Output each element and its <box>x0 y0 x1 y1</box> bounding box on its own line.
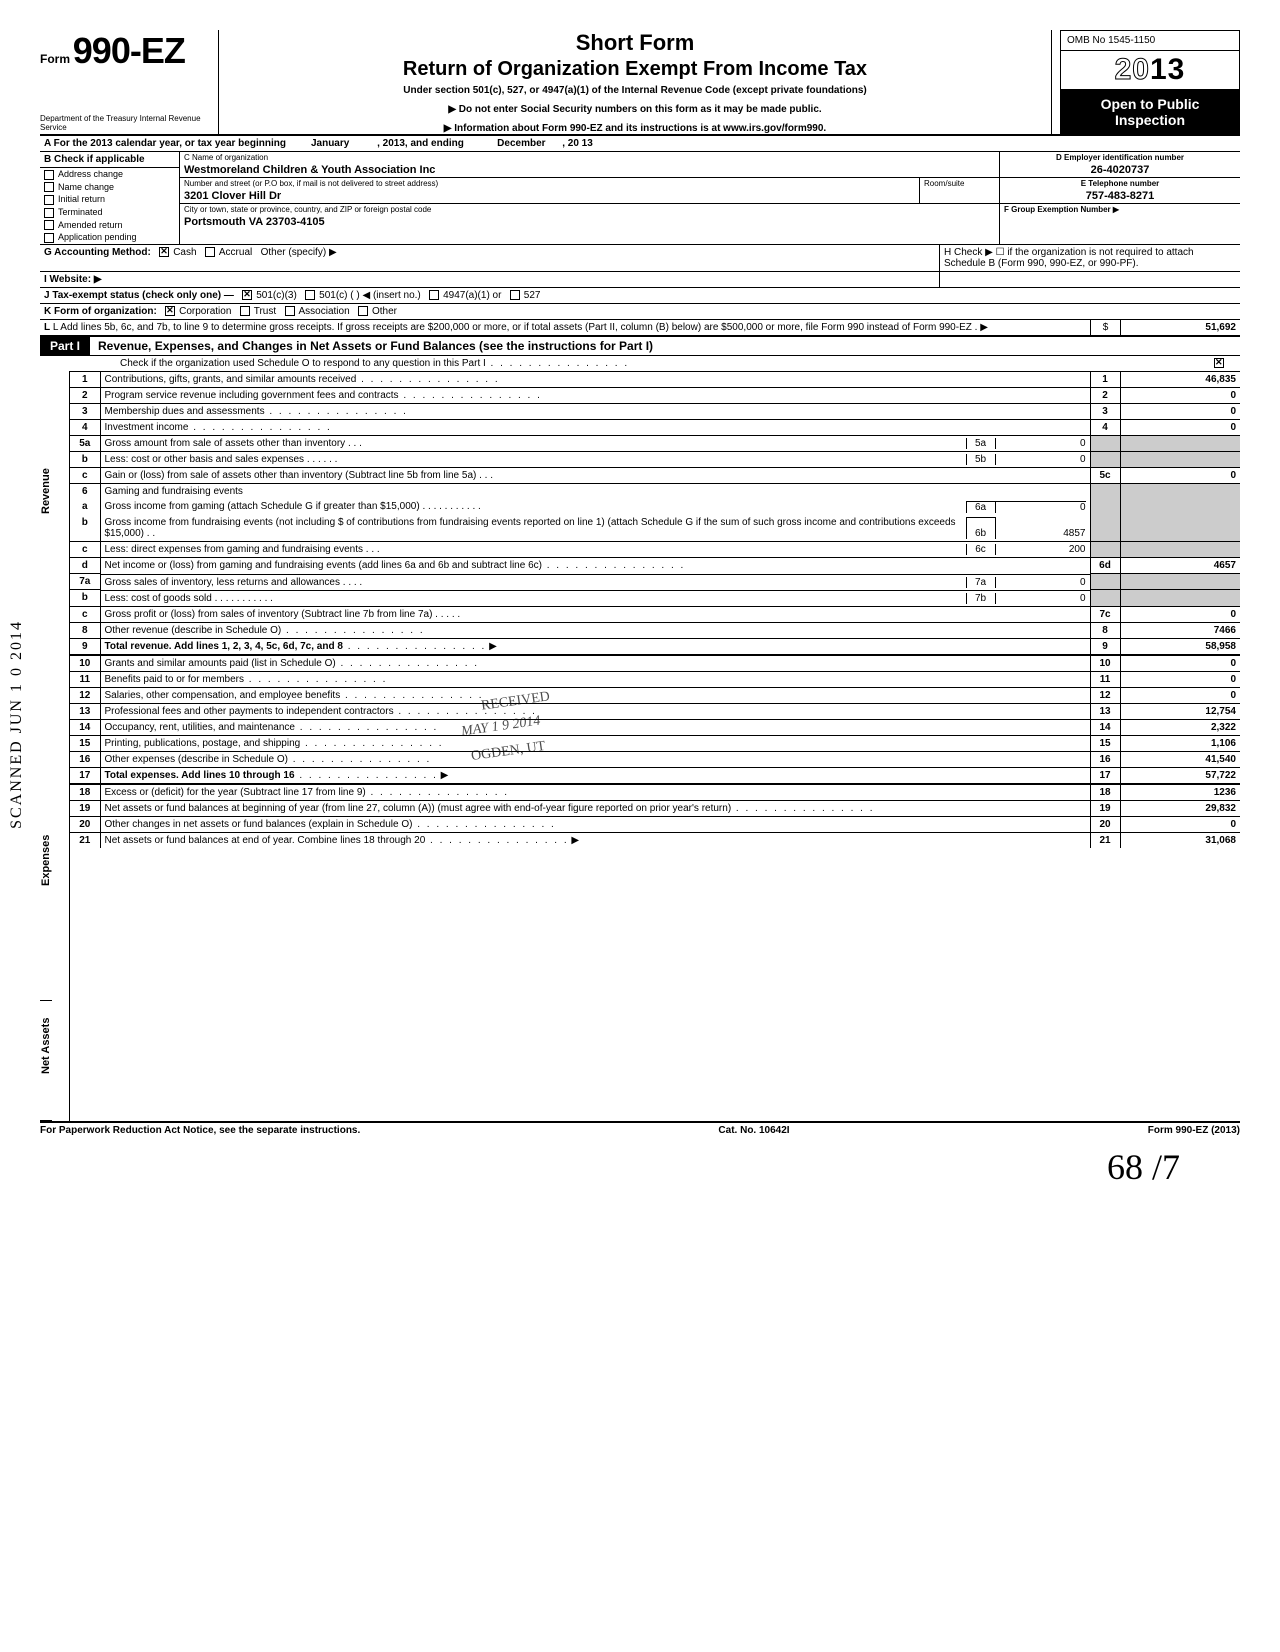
chk-527[interactable] <box>510 290 520 300</box>
table-row: 11Benefits paid to or for members110 <box>70 671 1240 687</box>
line-k: K Form of organization: Corporation Trus… <box>40 303 1240 319</box>
line-j: J Tax-exempt status (check only one) — 5… <box>40 287 1240 303</box>
table-row: 14Occupancy, rent, utilities, and mainte… <box>70 719 1240 735</box>
phone: 757-483-8271 <box>1004 188 1236 202</box>
table-row: 12Salaries, other compensation, and empl… <box>70 687 1240 703</box>
table-row: cGain or (loss) from sale of assets othe… <box>70 468 1240 484</box>
table-row: 3Membership dues and assessments30 <box>70 403 1240 419</box>
table-row: 16Other expenses (describe in Schedule O… <box>70 751 1240 767</box>
table-row: cGross profit or (loss) from sales of in… <box>70 606 1240 622</box>
table-row: 8Other revenue (describe in Schedule O)8… <box>70 622 1240 638</box>
line-i: I Website: ▶ <box>40 271 1240 287</box>
form-ref: Form 990-EZ (2013) <box>1148 1125 1240 1136</box>
c-label: C Name of organization <box>184 153 995 162</box>
cat-no: Cat. No. 10642I <box>718 1125 789 1136</box>
chk-trust[interactable] <box>240 306 250 316</box>
table-row: bLess: cost or other basis and sales exp… <box>70 451 1240 468</box>
table-row: 2Program service revenue including gover… <box>70 387 1240 403</box>
instruction-2: ▶ Information about Form 990-EZ and its … <box>227 123 1043 134</box>
chk-assoc[interactable] <box>285 306 295 316</box>
table-row: aGross income from gaming (attach Schedu… <box>70 499 1240 515</box>
table-row: dNet income or (loss) from gaming and fu… <box>70 558 1240 574</box>
chk-501c[interactable] <box>305 290 315 300</box>
chk-4947[interactable] <box>429 290 439 300</box>
table-row: 18Excess or (deficit) for the year (Subt… <box>70 784 1240 801</box>
form-header: Form 990-EZ Department of the Treasury I… <box>40 30 1240 134</box>
table-row: 13Professional fees and other payments t… <box>70 703 1240 719</box>
table-row: cLess: direct expenses from gaming and f… <box>70 541 1240 558</box>
table-row: 4Investment income40 <box>70 419 1240 435</box>
table-row: 10Grants and similar amounts paid (list … <box>70 655 1240 672</box>
table-row: 1Contributions, gifts, grants, and simil… <box>70 371 1240 387</box>
net-assets-label: Net Assets <box>40 1001 52 1121</box>
scanned-stamp: SCANNED JUN 1 0 2014 <box>8 620 26 829</box>
chk-app-pending[interactable] <box>44 233 54 243</box>
org-name: Westmoreland Children & Youth Associatio… <box>184 162 995 176</box>
instruction-1: ▶ Do not enter Social Security numbers o… <box>227 104 1043 115</box>
handwritten-note: 68 /7 <box>40 1146 1240 1188</box>
chk-amended[interactable] <box>44 220 54 230</box>
table-row: 19Net assets or fund balances at beginni… <box>70 800 1240 816</box>
d-label: D Employer identification number <box>1004 153 1236 162</box>
part-1-check: Check if the organization used Schedule … <box>40 355 1240 371</box>
chk-name-change[interactable] <box>44 182 54 192</box>
h-text: H Check ▶ ☐ if the organization is not r… <box>944 247 1194 269</box>
chk-address-change[interactable] <box>44 170 54 180</box>
paperwork-notice: For Paperwork Reduction Act Notice, see … <box>40 1125 360 1136</box>
table-row: 21Net assets or fund balances at end of … <box>70 832 1240 848</box>
chk-501c3[interactable] <box>242 290 252 300</box>
table-row: bLess: cost of goods sold . . . . . . . … <box>70 590 1240 607</box>
revenue-label: Revenue <box>40 371 52 791</box>
part-1-header: Part I Revenue, Expenses, and Changes in… <box>40 335 1240 355</box>
street-label: Number and street (or P.O box, if mail i… <box>184 179 915 188</box>
gross-receipts: 51,692 <box>1120 320 1240 335</box>
city-state-zip: Portsmouth VA 23703-4105 <box>184 214 995 228</box>
chk-terminated[interactable] <box>44 208 54 218</box>
ein: 26-4020737 <box>1004 162 1236 176</box>
main-title: Return of Organization Exempt From Incom… <box>227 58 1043 81</box>
f-label: F Group Exemption Number ▶ <box>1004 205 1236 214</box>
lines-table: 1Contributions, gifts, grants, and simil… <box>70 371 1240 848</box>
b-header: B Check if applicable <box>44 154 145 165</box>
table-row: 5aGross amount from sale of assets other… <box>70 435 1240 451</box>
table-row: 6Gaming and fundraising events <box>70 484 1240 500</box>
room-label: Room/suite <box>924 179 995 188</box>
open-to-public: Open to Public Inspection <box>1060 90 1240 134</box>
city-label: City or town, state or province, country… <box>184 205 995 214</box>
form-number: Form 990-EZ <box>40 30 210 72</box>
footer: For Paperwork Reduction Act Notice, see … <box>40 1121 1240 1136</box>
table-row: 20Other changes in net assets or fund ba… <box>70 816 1240 832</box>
chk-other-org[interactable] <box>358 306 368 316</box>
chk-schedule-o[interactable] <box>1214 358 1224 368</box>
chk-initial-return[interactable] <box>44 195 54 205</box>
line-g-h: G Accounting Method: Cash Accrual Other … <box>40 244 1240 271</box>
table-row: 7aGross sales of inventory, less returns… <box>70 574 1240 590</box>
subtitle: Under section 501(c), 527, or 4947(a)(1)… <box>227 85 1043 96</box>
line-a: A For the 2013 calendar year, or tax yea… <box>40 134 1240 151</box>
chk-corp[interactable] <box>165 306 175 316</box>
short-form-title: Short Form <box>227 30 1043 56</box>
chk-accrual[interactable] <box>205 247 215 257</box>
table-row: 17Total expenses. Add lines 10 through 1… <box>70 767 1240 784</box>
e-label: E Telephone number <box>1004 179 1236 188</box>
dept-label: Department of the Treasury Internal Reve… <box>40 112 210 132</box>
identity-block: B Check if applicable Address change Nam… <box>40 151 1240 244</box>
omb-number: OMB No 1545-1150 <box>1060 30 1240 51</box>
table-row: 15Printing, publications, postage, and s… <box>70 735 1240 751</box>
expenses-label: Expenses <box>40 791 52 1001</box>
street-address: 3201 Clover Hill Dr <box>184 188 915 202</box>
chk-cash[interactable] <box>159 247 169 257</box>
tax-year: 2013 <box>1060 51 1240 90</box>
line-l: L L Add lines 5b, 6c, and 7b, to line 9 … <box>40 319 1240 335</box>
table-row: bGross income from fundraising events (n… <box>70 515 1240 541</box>
table-row: 9Total revenue. Add lines 1, 2, 3, 4, 5c… <box>70 638 1240 655</box>
